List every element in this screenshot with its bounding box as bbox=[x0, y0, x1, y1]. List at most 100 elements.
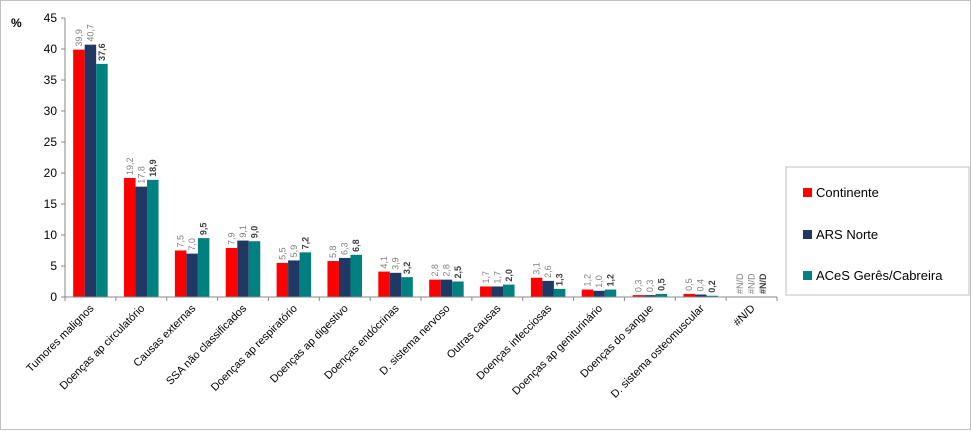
legend-swatch bbox=[803, 230, 812, 239]
bar bbox=[96, 63, 108, 297]
legend-label: ARS Norte bbox=[816, 227, 878, 242]
bar bbox=[491, 286, 504, 297]
data-label: 0,5 bbox=[656, 278, 666, 291]
y-tick-label: 25 bbox=[44, 135, 58, 149]
bar bbox=[327, 261, 339, 297]
data-label: #N/D bbox=[747, 273, 757, 294]
legend-label: ACeS Gerês/Cabreira bbox=[816, 268, 943, 283]
y-tick-label: 45 bbox=[44, 11, 58, 25]
data-label: 17,8 bbox=[136, 166, 146, 184]
data-label: 0,3 bbox=[645, 280, 655, 293]
category-label: Doenças ap circulatório bbox=[58, 303, 148, 393]
y-tick-label: 35 bbox=[44, 73, 58, 87]
data-label: 0,4 bbox=[696, 279, 706, 292]
data-label: 3,9 bbox=[391, 257, 401, 270]
bar bbox=[440, 279, 453, 297]
y-tick-label: 30 bbox=[44, 104, 58, 118]
data-label: 1,7 bbox=[492, 271, 502, 284]
bar bbox=[73, 49, 85, 298]
data-label: 4,1 bbox=[379, 256, 389, 269]
bar bbox=[147, 179, 159, 297]
bar bbox=[389, 272, 402, 297]
bar bbox=[197, 238, 210, 297]
bar bbox=[604, 289, 617, 297]
bar bbox=[378, 271, 390, 297]
bar bbox=[237, 240, 249, 297]
data-label: 1,7 bbox=[481, 271, 491, 284]
category-label: #N/D bbox=[731, 303, 757, 329]
bar bbox=[593, 290, 605, 297]
data-label: 1,0 bbox=[594, 275, 604, 288]
y-tick-label: 5 bbox=[50, 259, 57, 273]
data-label: 2,8 bbox=[441, 264, 451, 277]
bar bbox=[683, 293, 695, 297]
value-labels-group: 39,919,27,5 7,95,5 5,84,12,81,73,11,2 0,3 0,… bbox=[74, 24, 768, 294]
bar bbox=[84, 44, 97, 297]
data-label: 0,3 bbox=[633, 280, 643, 293]
data-label: 40,7 bbox=[85, 24, 95, 42]
data-label: 2,6 bbox=[543, 265, 553, 278]
bar bbox=[632, 295, 645, 297]
data-label: 9,0 bbox=[250, 226, 260, 239]
category-label: D. sistema osteomuscular bbox=[609, 302, 707, 400]
data-label: 5,9 bbox=[289, 245, 299, 258]
data-label: 3,2 bbox=[402, 262, 412, 275]
bar bbox=[350, 254, 362, 297]
bar bbox=[174, 250, 187, 297]
data-label: 37,6 bbox=[97, 43, 107, 61]
bar bbox=[530, 277, 543, 297]
bar bbox=[553, 288, 566, 297]
y-tick-label: 20 bbox=[44, 166, 58, 180]
legend: Continente ARS Norte ACeS Gerês/Cabreira bbox=[785, 166, 970, 296]
bar bbox=[186, 253, 198, 297]
data-label: 18,9 bbox=[148, 159, 158, 177]
data-label: 1,2 bbox=[606, 274, 616, 287]
data-label: 7,2 bbox=[300, 237, 310, 250]
data-label: 0,2 bbox=[707, 280, 717, 293]
bar bbox=[288, 260, 300, 297]
y-tick-label: 40 bbox=[44, 42, 58, 56]
bar bbox=[694, 294, 707, 297]
data-label: 1,3 bbox=[555, 273, 565, 286]
data-label: 19,2 bbox=[125, 157, 135, 175]
bar bbox=[452, 281, 464, 297]
bar bbox=[503, 284, 515, 297]
bar bbox=[338, 257, 351, 297]
data-label: 9,5 bbox=[199, 223, 209, 236]
y-axis-label: % bbox=[11, 16, 22, 30]
data-label: 2,0 bbox=[504, 269, 514, 282]
bar bbox=[706, 295, 718, 297]
data-label: 7,9 bbox=[227, 233, 237, 246]
data-label: 6,8 bbox=[351, 239, 361, 252]
data-label: 39,9 bbox=[74, 29, 84, 47]
data-label: 5,5 bbox=[277, 247, 287, 260]
data-label: #N/D bbox=[735, 273, 745, 294]
data-label: 7,0 bbox=[187, 238, 197, 251]
bar bbox=[429, 279, 441, 297]
data-label: 9,1 bbox=[238, 225, 248, 238]
y-tick-label: 10 bbox=[44, 228, 58, 242]
bar bbox=[401, 277, 413, 297]
data-label: 0,5 bbox=[684, 278, 694, 291]
y-tick-label: 0 bbox=[50, 290, 57, 304]
legend-swatch bbox=[803, 188, 812, 197]
bar bbox=[124, 177, 136, 297]
bar bbox=[581, 289, 594, 297]
y-tick-label: 15 bbox=[44, 197, 58, 211]
bar bbox=[135, 186, 148, 297]
data-label: 1,2 bbox=[583, 274, 593, 287]
data-label: #N/D bbox=[758, 273, 768, 294]
data-label: 7,5 bbox=[176, 235, 186, 248]
data-label: 5,8 bbox=[328, 246, 338, 259]
bar bbox=[480, 286, 492, 297]
category-label: Doenças ap respiratório bbox=[209, 303, 300, 394]
data-label: 3,1 bbox=[532, 262, 542, 275]
bar bbox=[299, 252, 312, 297]
y-axis: 0 5 10 15 20 25 30 35 40 45 bbox=[44, 11, 66, 304]
data-label: 2,5 bbox=[453, 266, 463, 279]
data-label: 6,3 bbox=[340, 242, 350, 255]
legend-swatch bbox=[803, 271, 812, 280]
